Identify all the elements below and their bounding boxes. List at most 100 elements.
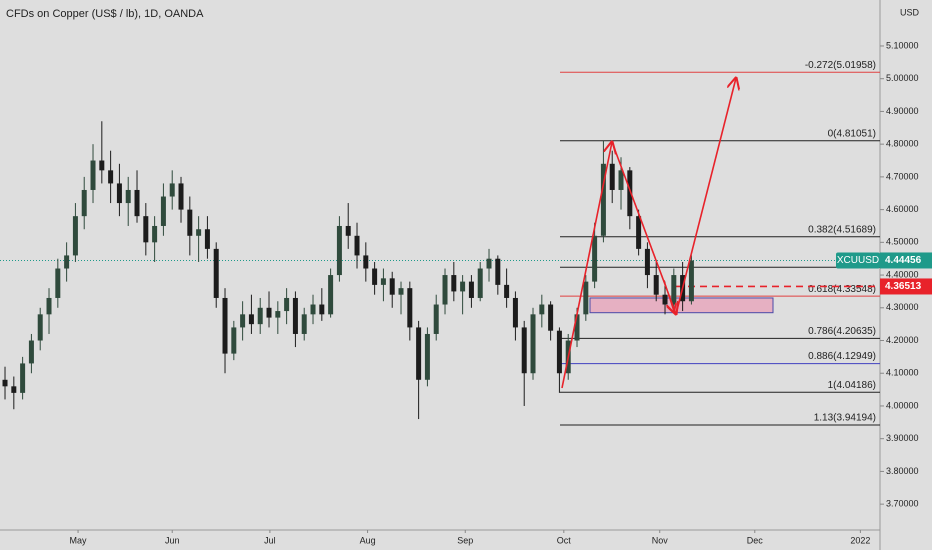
candle-body [266,307,272,318]
fib-label: 0.382(4.51689) [808,224,876,235]
candle-body [416,327,422,380]
fib-label: 0.618(4.33548) [808,284,876,295]
candle-body [389,278,395,295]
candle-body [345,225,351,236]
candle-body [477,268,483,298]
candle-body [671,275,677,305]
x-tick-label: May [70,535,88,545]
fib-label: 0.886(4.12949) [808,351,876,362]
y-tick-label: 3.80000 [886,466,919,476]
x-tick-label: Aug [360,535,376,545]
candle-body [240,314,246,328]
candle-body [407,288,413,328]
y-tick-label: 4.30000 [886,302,919,312]
candle-body [116,183,122,204]
arrow-up-2 [675,78,736,315]
candle-body [688,260,694,302]
candle-body [556,330,562,374]
axis-unit: USD [900,7,920,17]
candle-body [292,297,298,334]
fib-label: 0.786(4.20635) [808,326,876,337]
candle-body [143,216,149,243]
candle-body [548,304,554,331]
symbol-tag [836,252,880,269]
candle-body [284,297,290,312]
fib-label: -0.272(5.01958) [805,60,876,71]
fib-label: 1(4.04186) [828,380,876,391]
candle-body [644,248,650,276]
candle-body [583,281,589,315]
fib-label: 0(4.81051) [828,128,876,139]
candle-body [301,314,307,334]
candle-body [213,248,219,298]
candle-body [257,307,263,325]
candle-body [275,311,281,318]
candle-body [90,160,96,190]
x-tick-label: Jul [264,535,276,545]
candle-body [574,314,580,341]
x-tick-label: Oct [557,535,572,545]
candle-body [196,229,202,236]
candle-body [204,229,210,249]
y-tick-label: 4.10000 [886,368,919,378]
y-tick-label: 5.10000 [886,40,919,50]
price-tag-label: 4.44456 [885,255,922,266]
candle-body [495,258,501,285]
x-tick-label: 2022 [850,535,870,545]
candle-body [99,160,105,171]
candle-body [486,258,492,269]
x-tick-label: Nov [652,535,669,545]
candle-body [160,196,166,226]
candle-body [380,278,386,285]
candle-body [504,284,510,298]
candle-body [222,297,228,354]
candle-body [530,314,536,374]
candle-body [178,183,184,210]
candle-body [231,327,237,354]
candle-body [81,189,87,217]
candle-body [72,216,78,256]
candle-body [451,275,457,292]
candle-body [653,275,659,295]
candle-body [618,170,624,190]
candle-body [336,225,342,276]
candle-body [433,304,439,334]
symbol-tag-label: XCUUSD [837,255,879,266]
candle-body [398,288,404,295]
x-tick-label: Sep [457,535,473,545]
y-tick-label: 4.50000 [886,237,919,247]
candle-body [627,170,633,217]
candle-body [108,170,114,184]
y-tick-label: 4.00000 [886,400,919,410]
candle-body [521,327,527,374]
x-tick-label: Jun [165,535,180,545]
candle-body [169,183,175,197]
candle-body [310,304,316,315]
candle-body [248,314,254,325]
plot: -0.272(5.01958) 0(4.81051) 0.382(4.51689) 0… [0,60,880,426]
candle-body [424,333,430,380]
candle-body [372,268,378,285]
x-tick-label: Dec [747,535,764,545]
y-tick-label: 3.70000 [886,499,919,509]
candle-body [328,275,334,315]
candle-body [11,386,17,393]
y-tick-label: 3.90000 [886,433,919,443]
fib-label: 1.13(3.94194) [814,413,876,424]
candle-body [55,268,61,298]
y-tick-label: 4.40000 [886,269,919,279]
chart-title: CFDs on Copper (US$ / lb), 1D, OANDA [6,8,204,20]
candle-body [363,255,369,269]
candle-body [46,297,52,315]
candle-body [600,163,606,236]
y-tick-label: 4.80000 [886,139,919,149]
candle-body [354,235,360,256]
y-tick-label: 4.60000 [886,204,919,214]
arrow-up-1 [561,142,612,389]
candle-body [512,297,518,328]
candle-body [592,235,598,282]
candle-body [609,163,615,190]
level-tag-label: 4.36513 [885,281,922,292]
